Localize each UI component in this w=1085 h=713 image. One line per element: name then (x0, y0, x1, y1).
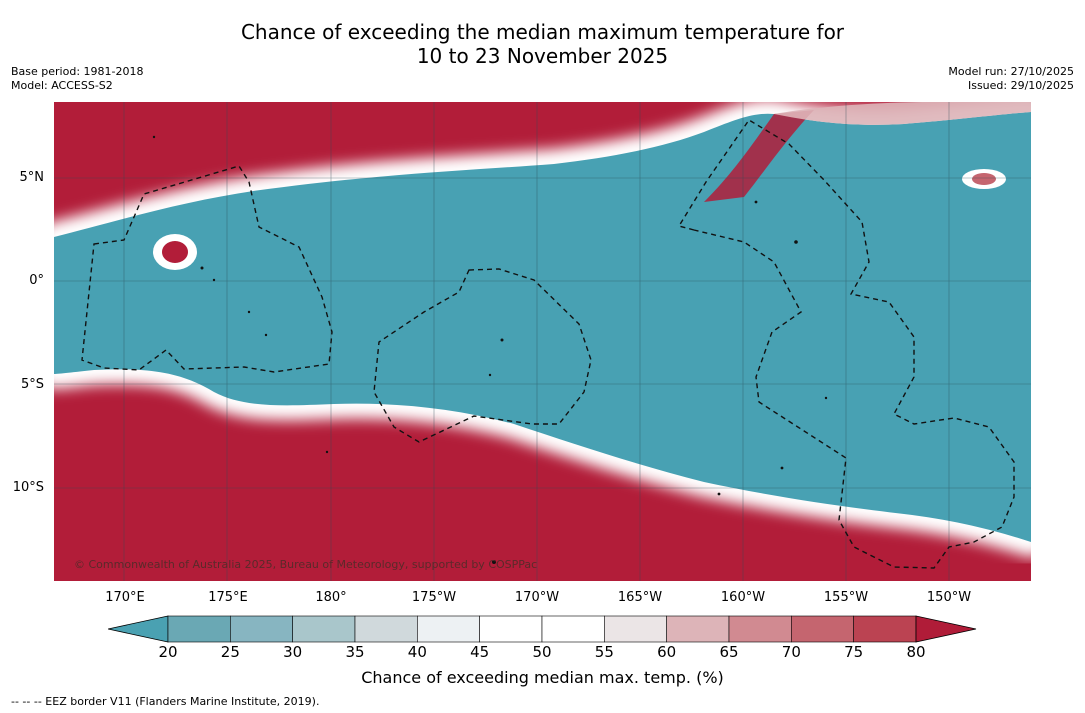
colorbar-segment (230, 615, 293, 643)
warm-spot-west (162, 241, 188, 263)
cool-anomaly-area (54, 112, 1031, 542)
lat-label-10s: 10°S (12, 480, 44, 495)
colorbar-segment (541, 615, 605, 643)
issued-date: Issued: 29/10/2025 (967, 79, 1074, 92)
lon-label-150w: 150°W (926, 590, 972, 605)
colorbar-tick-label: 40 (407, 643, 427, 661)
lon-label-180: 180° (315, 590, 347, 605)
colorbar-segment (791, 615, 854, 643)
islands (152, 135, 828, 564)
title-line-1: Chance of exceeding the median maximum t… (240, 20, 845, 44)
colorbar-tick-label: 30 (283, 643, 303, 661)
lon-label-160w: 160°W (720, 590, 766, 605)
colorbar-segment (728, 615, 792, 643)
model-name: Model: ACCESS-S2 (11, 79, 113, 92)
colorbar-tick-label: 80 (906, 643, 926, 661)
colorbar-segments (167, 615, 917, 643)
warm-patch-northeast (774, 102, 1031, 125)
copyright-notice: © Commonwealth of Australia 2025, Bureau… (74, 558, 538, 571)
colorbar-segment (417, 615, 480, 643)
model-run: Model run: 27/10/2025 (948, 65, 1074, 78)
lat-label-0: 0° (29, 273, 44, 288)
colorbar-tick-label: 75 (844, 643, 864, 661)
warm-intrusion-north (704, 110, 814, 202)
colorbar-segment (167, 615, 231, 643)
lon-label-175e: 175°E (208, 590, 248, 605)
lon-label-165w: 165°W (617, 590, 663, 605)
graticule (54, 102, 1031, 581)
colorbar-tick-label: 50 (532, 643, 552, 661)
warm-spot-east (972, 173, 996, 185)
colorbar-tick-label: 25 (220, 643, 240, 661)
lon-label-170e: 170°E (105, 590, 145, 605)
lat-label-5s: 5°S (20, 377, 44, 392)
meta-right: Model run: 27/10/2025 Issued: 29/10/2025 (948, 65, 1074, 93)
title-line-2: 10 to 23 November 2025 (416, 44, 669, 68)
lon-label-175w: 175°W (411, 590, 457, 605)
eez-borders (81, 119, 1015, 569)
base-period: Base period: 1981-2018 (11, 65, 144, 78)
colorbar-segment (666, 615, 730, 643)
forecast-map (54, 102, 1031, 581)
meta-left: Base period: 1981-2018 Model: ACCESS-S2 (11, 65, 143, 93)
lon-label-155w: 155°W (823, 590, 869, 605)
colorbar-tick-label: 20 (158, 643, 178, 661)
colorbar-tick-label: 60 (657, 643, 677, 661)
colorbar-tick-label: 70 (781, 643, 801, 661)
eez-footnote: -- -- -- EEZ border V11 (Flanders Marine… (11, 695, 320, 708)
colorbar-segment (853, 615, 917, 643)
colorbar-tick-label: 45 (470, 643, 490, 661)
colorbar-segment (354, 615, 418, 643)
map-title: Chance of exceeding the median maximum t… (0, 20, 1085, 68)
colorbar-under-triangle (108, 615, 169, 643)
colorbar-segment (479, 615, 543, 643)
colorbar-tick-label: 65 (719, 643, 739, 661)
colorbar-title: Chance of exceeding median max. temp. (%… (361, 668, 724, 687)
lon-label-170w: 170°W (514, 590, 560, 605)
lat-label-5n: 5°N (19, 170, 45, 185)
cool-region (54, 102, 1031, 557)
colorbar-tick-label: 55 (594, 643, 614, 661)
colorbar-segment (604, 615, 667, 643)
colorbar (108, 615, 977, 643)
colorbar-segment (292, 615, 356, 643)
colorbar-tick-label: 35 (345, 643, 365, 661)
colorbar-over-triangle (915, 615, 977, 643)
